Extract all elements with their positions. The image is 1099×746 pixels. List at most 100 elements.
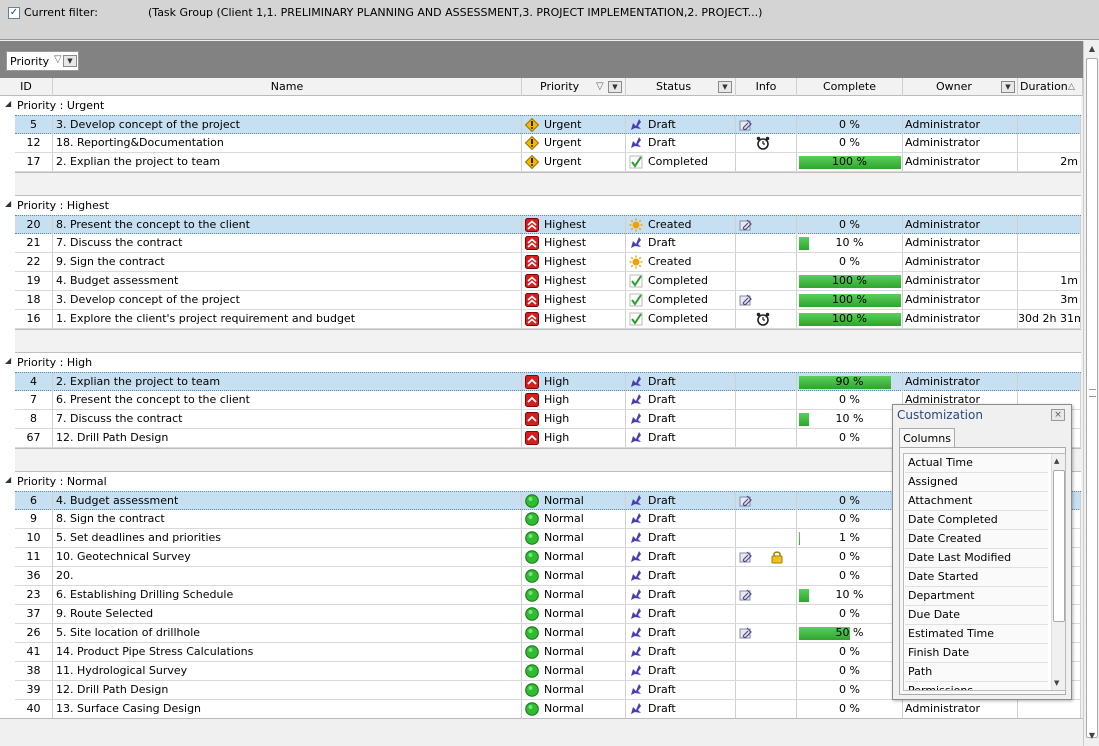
table-row[interactable]: 8 7. Discuss the contract High Draft 10 % — [15, 410, 1081, 429]
column-chooser-item[interactable]: Date Last Modified — [905, 549, 1048, 568]
task-priority[interactable]: Normal — [522, 643, 626, 661]
column-chooser-item[interactable]: Path — [905, 663, 1048, 682]
collapse-group-icon[interactable]: ◢ — [5, 475, 12, 484]
table-row[interactable]: 7 6. Present the concept to the client Hig… — [15, 391, 1081, 410]
task-priority[interactable]: Normal — [522, 529, 626, 547]
attachment-icon[interactable] — [739, 118, 753, 132]
column-chooser-item[interactable]: Date Completed — [905, 511, 1048, 530]
task-priority[interactable]: High — [522, 410, 626, 428]
task-status[interactable]: Draft — [626, 391, 736, 409]
column-chooser-item[interactable]: Attachment — [905, 492, 1048, 511]
column-chooser-item[interactable]: Assigned — [905, 473, 1048, 492]
table-row[interactable]: 41 14. Product Pipe Stress Calculations No… — [15, 643, 1081, 662]
task-status[interactable]: Draft — [626, 529, 736, 547]
table-row[interactable]: 4 2. Explian the project to team High Draft… — [15, 372, 1081, 391]
table-row[interactable]: 20 8. Present the concept to the client Hi… — [15, 215, 1081, 234]
table-row[interactable]: 17 2. Explian the project to team Urgent Co… — [15, 153, 1081, 172]
column-chooser-item[interactable]: Estimated Time — [905, 625, 1048, 644]
attachment-icon[interactable] — [739, 293, 753, 307]
scroll-down-icon[interactable]: ▼ — [1088, 731, 1096, 740]
list-scroll-up-icon[interactable]: ▲ — [1054, 457, 1060, 465]
task-priority[interactable]: Highest — [522, 253, 626, 271]
task-status[interactable]: Draft — [626, 567, 736, 585]
task-priority[interactable]: Highest — [522, 310, 626, 328]
task-status[interactable]: Draft — [626, 624, 736, 642]
column-header-complete[interactable]: Complete — [797, 78, 903, 96]
task-priority[interactable]: Normal — [522, 510, 626, 528]
task-status[interactable]: Draft — [626, 134, 736, 152]
vertical-scrollbar[interactable]: ▲ ▼ — [1083, 41, 1099, 746]
task-name[interactable]: 20. — [53, 567, 522, 585]
task-name[interactable]: 6. Establishing Drilling Schedule — [53, 586, 522, 604]
task-name[interactable]: 11. Hydrological Survey — [53, 662, 522, 680]
task-name[interactable]: 9. Route Selected — [53, 605, 522, 623]
column-chooser-item[interactable]: Due Date — [905, 606, 1048, 625]
task-name[interactable]: 4. Budget assessment — [53, 272, 522, 290]
task-priority[interactable]: Normal — [522, 567, 626, 585]
scroll-up-icon[interactable]: ▲ — [1088, 44, 1096, 53]
table-row[interactable]: 12 18. Reporting&Documentation Urgent Draft… — [15, 134, 1081, 153]
task-status[interactable]: Draft — [626, 492, 736, 510]
task-priority[interactable]: Highest — [522, 234, 626, 252]
task-status[interactable]: Draft — [626, 548, 736, 566]
list-scroll-thumb[interactable] — [1053, 470, 1065, 622]
task-status[interactable]: Completed — [626, 153, 736, 171]
owner-filter-dropdown-icon[interactable]: ▼ — [1001, 81, 1015, 93]
task-name[interactable]: 3. Develop concept of the project — [53, 291, 522, 309]
task-status[interactable]: Draft — [626, 700, 736, 718]
task-priority[interactable]: Highest — [522, 291, 626, 309]
task-name[interactable]: 1. Explore the client's project requirem… — [53, 310, 522, 328]
table-row[interactable]: 26 5. Site location of drillhole Normal Dra… — [15, 624, 1081, 643]
task-priority[interactable]: Highest — [522, 272, 626, 290]
task-priority[interactable]: Normal — [522, 662, 626, 680]
task-status[interactable]: Draft — [626, 643, 736, 661]
task-priority[interactable]: Normal — [522, 586, 626, 604]
task-status[interactable]: Draft — [626, 662, 736, 680]
group-chip-filter-dropdown-icon[interactable]: ▼ — [63, 55, 77, 67]
attachment-icon[interactable] — [739, 588, 753, 602]
table-row[interactable]: 21 7. Discuss the contract Highest Draft 10 … — [15, 234, 1081, 253]
table-row[interactable]: 67 12. Drill Path Design High Draft 0 % — [15, 429, 1081, 448]
table-row[interactable]: 23 6. Establishing Drilling Schedule Norma… — [15, 586, 1081, 605]
status-filter-dropdown-icon[interactable]: ▼ — [718, 81, 732, 93]
alarm-clock-icon[interactable] — [756, 136, 770, 150]
task-name[interactable]: 7. Discuss the contract — [53, 234, 522, 252]
task-priority[interactable]: Normal — [522, 681, 626, 699]
task-status[interactable]: Draft — [626, 373, 736, 391]
task-name[interactable]: 18. Reporting&Documentation — [53, 134, 522, 152]
collapse-group-icon[interactable]: ◢ — [5, 99, 12, 108]
group-header[interactable]: ◢ Priority : Highest — [0, 196, 1081, 215]
task-status[interactable]: Draft — [626, 510, 736, 528]
collapse-group-icon[interactable]: ◢ — [5, 199, 12, 208]
task-name[interactable]: 2. Explian the project to team — [53, 373, 522, 391]
column-header-priority[interactable]: Priority ▽ ▼ — [522, 78, 626, 96]
alarm-clock-icon[interactable] — [756, 312, 770, 326]
column-header-info[interactable]: Info — [736, 78, 797, 96]
scroll-thumb[interactable] — [1086, 58, 1098, 738]
close-icon[interactable]: × — [1051, 409, 1065, 421]
lock-icon[interactable] — [770, 550, 784, 564]
task-name[interactable]: 12. Drill Path Design — [53, 429, 522, 447]
task-priority[interactable]: Normal — [522, 548, 626, 566]
task-priority[interactable]: Urgent — [522, 116, 626, 134]
task-priority[interactable]: Normal — [522, 624, 626, 642]
task-name[interactable]: 7. Discuss the contract — [53, 410, 522, 428]
column-chooser-item[interactable]: Date Started — [905, 568, 1048, 587]
filter-expression[interactable]: (Task Group (Client 1,1. PRELIMINARY PLA… — [148, 6, 763, 19]
task-name[interactable]: 10. Geotechnical Survey — [53, 548, 522, 566]
group-header[interactable]: ◢ Priority : High — [0, 353, 1081, 372]
list-scroll-down-icon[interactable]: ▼ — [1054, 679, 1060, 687]
table-row[interactable]: 16 1. Explore the client's project requir… — [15, 310, 1081, 329]
column-chooser-item[interactable]: Date Created — [905, 530, 1048, 549]
column-header-id[interactable]: ID — [0, 78, 53, 96]
filter-checkbox[interactable]: ✓ — [8, 7, 20, 19]
task-status[interactable]: Created — [626, 253, 736, 271]
group-header[interactable]: ◢ Priority : Normal — [0, 472, 1081, 491]
task-name[interactable]: 2. Explian the project to team — [53, 153, 522, 171]
priority-filter-dropdown-icon[interactable]: ▼ — [608, 81, 622, 93]
task-status[interactable]: Draft — [626, 234, 736, 252]
task-priority[interactable]: Normal — [522, 605, 626, 623]
column-header-status[interactable]: Status ▼ — [626, 78, 736, 96]
task-status[interactable]: Completed — [626, 310, 736, 328]
tab-columns[interactable]: Columns — [899, 428, 955, 448]
